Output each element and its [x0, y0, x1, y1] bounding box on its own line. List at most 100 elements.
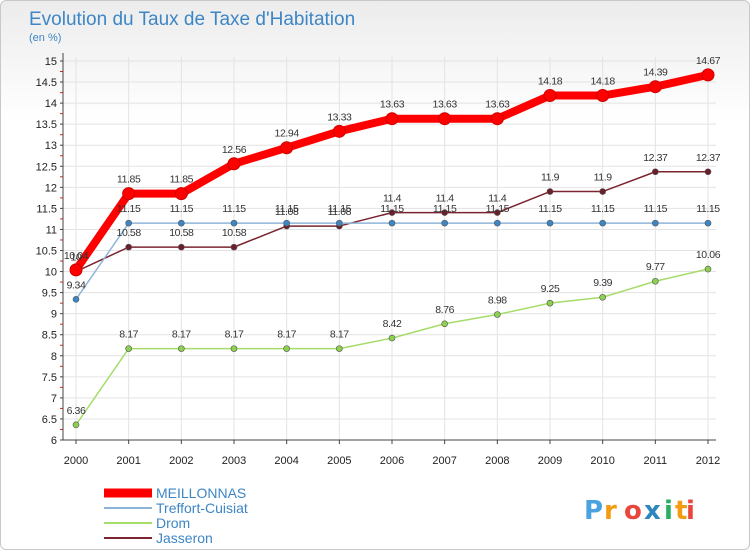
grid	[63, 57, 716, 441]
logo-letter: i	[686, 496, 695, 526]
x-tick-label: 2012	[696, 455, 720, 467]
data-point	[441, 209, 448, 216]
data-label: 13.63	[485, 99, 510, 111]
data-point	[652, 277, 659, 285]
data-point	[596, 89, 610, 103]
x-tick-label: 2011	[644, 455, 668, 467]
logo-letter: o	[624, 496, 642, 526]
data-point	[648, 80, 662, 94]
data-point	[72, 421, 80, 429]
data-label: 11.15	[696, 203, 720, 215]
data-label: 8.42	[383, 318, 402, 330]
y-tick-label: 13.5	[36, 119, 57, 131]
data-point	[388, 334, 396, 342]
data-point	[230, 243, 238, 251]
data-label: 8.98	[488, 295, 507, 307]
data-point	[280, 141, 294, 155]
x-tick-label: 2009	[538, 455, 562, 467]
y-tick-label: 14.5	[36, 77, 57, 89]
data-label: 11.4	[383, 193, 402, 205]
data-point	[125, 243, 132, 251]
data-label: 8.17	[119, 329, 138, 341]
y-tick-label: 12.5	[36, 161, 57, 173]
data-label: 10.04	[64, 250, 89, 262]
x-tick-label: 2007	[432, 455, 456, 467]
chart-subtitle: (en %)	[29, 32, 61, 44]
data-point	[122, 187, 136, 201]
data-label: 11.9	[541, 172, 560, 184]
data-point	[178, 219, 185, 227]
data-label: 11.15	[644, 203, 668, 215]
data-point	[441, 219, 448, 227]
y-tick-label: 13	[45, 140, 57, 152]
data-point	[494, 311, 501, 318]
data-label: 11.15	[117, 203, 141, 215]
data-point	[336, 345, 343, 352]
data-point	[599, 293, 606, 301]
x-tick-label: 2008	[485, 455, 509, 467]
data-point	[543, 89, 557, 103]
data-point	[385, 112, 399, 126]
y-tick-label: 10.5	[36, 246, 57, 258]
data-label: 11.08	[328, 206, 352, 218]
y-tick-label: 14	[45, 98, 57, 110]
y-tick-label: 8.5	[42, 330, 57, 342]
x-tick-label: 2001	[116, 455, 140, 467]
legend-label: MEILLONNAS	[156, 485, 246, 501]
data-label: 11.15	[328, 203, 352, 215]
legend-label: Treffort-Cuisiat	[156, 500, 248, 516]
data-label: 6.36	[67, 405, 86, 417]
data-label: 10.58	[222, 227, 247, 239]
data-point	[438, 112, 452, 126]
data-label: 10.06	[696, 249, 721, 261]
data-point	[388, 219, 396, 227]
data-label: 8.17	[225, 329, 244, 341]
data-label: 13.63	[433, 99, 458, 111]
data-label: 9.34	[67, 279, 86, 291]
data-label: 11.15	[486, 203, 510, 215]
data-point	[546, 299, 554, 307]
logo-letter: x	[644, 496, 661, 526]
x-tick-label: 2004	[274, 455, 298, 467]
y-tick-label: 7	[51, 393, 57, 405]
data-label: 10	[71, 252, 82, 264]
data-point	[490, 112, 504, 126]
data-label: 11.9	[594, 172, 613, 184]
data-label: 12.37	[696, 152, 721, 164]
data-point	[178, 243, 185, 251]
data-point	[230, 345, 238, 352]
data-label: 8.17	[172, 329, 191, 341]
data-point	[546, 219, 554, 227]
data-point	[704, 265, 712, 273]
data-point	[174, 187, 188, 201]
x-tick-label: 2000	[64, 455, 88, 467]
legend-label: Jasseron	[156, 530, 213, 546]
y-tick-label: 9.5	[42, 288, 57, 300]
data-label: 8.17	[277, 329, 296, 341]
data-label: 11.15	[433, 203, 457, 215]
data-label: 8.17	[330, 329, 349, 341]
data-label: 11.15	[170, 203, 194, 215]
data-label: 12.94	[275, 128, 300, 140]
x-tick-label: 2006	[380, 455, 404, 467]
y-tick-label: 12	[45, 182, 57, 194]
x-tick-label: 2002	[169, 455, 193, 467]
data-point	[178, 345, 185, 352]
data-label: 11.4	[436, 193, 455, 205]
data-label: 14.18	[591, 76, 616, 88]
data-labels: 10.04 11.85 11.85 12.56 12.94 13.33 13.63 13.63…	[64, 55, 721, 417]
y-tick-label: 8	[51, 351, 57, 363]
logo-letter: t	[675, 496, 687, 526]
data-point	[125, 345, 132, 352]
data-label: 9.25	[541, 283, 560, 295]
data-point	[332, 124, 346, 138]
data-label: 14.39	[643, 67, 668, 79]
data-label: 11.08	[275, 206, 299, 218]
data-label: 12.56	[222, 144, 247, 156]
axes: 6 6.5 7 7.5 8 8.5 9 9.5 10 10.5 11 11.5 12 12.5 13 13.5…	[36, 53, 720, 467]
logo-letter: i	[664, 496, 673, 526]
data-point	[283, 219, 290, 227]
